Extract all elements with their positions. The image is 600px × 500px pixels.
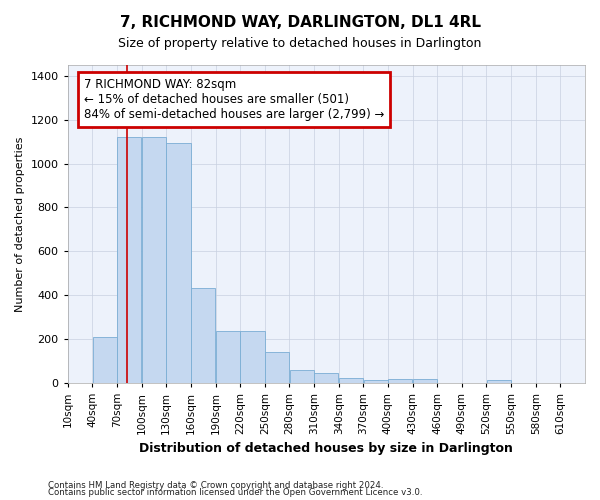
Text: 7, RICHMOND WAY, DARLINGTON, DL1 4RL: 7, RICHMOND WAY, DARLINGTON, DL1 4RL <box>119 15 481 30</box>
Bar <box>314 374 338 382</box>
Bar <box>388 380 412 382</box>
Text: Contains HM Land Registry data © Crown copyright and database right 2024.: Contains HM Land Registry data © Crown c… <box>48 480 383 490</box>
Text: 7 RICHMOND WAY: 82sqm
← 15% of detached houses are smaller (501)
84% of semi-det: 7 RICHMOND WAY: 82sqm ← 15% of detached … <box>84 78 385 121</box>
X-axis label: Distribution of detached houses by size in Darlington: Distribution of detached houses by size … <box>139 442 513 455</box>
Y-axis label: Number of detached properties: Number of detached properties <box>15 136 25 312</box>
Bar <box>216 331 240 382</box>
Bar <box>241 331 265 382</box>
Text: Contains public sector information licensed under the Open Government Licence v3: Contains public sector information licen… <box>48 488 422 497</box>
Bar <box>413 380 437 382</box>
Bar <box>92 336 117 382</box>
Bar <box>117 138 142 382</box>
Bar <box>364 380 388 382</box>
Bar <box>265 352 289 382</box>
Text: Size of property relative to detached houses in Darlington: Size of property relative to detached ho… <box>118 38 482 51</box>
Bar <box>487 380 511 382</box>
Bar <box>290 370 314 382</box>
Bar <box>166 143 191 382</box>
Bar <box>191 288 215 382</box>
Bar <box>339 378 363 382</box>
Bar <box>142 138 166 382</box>
